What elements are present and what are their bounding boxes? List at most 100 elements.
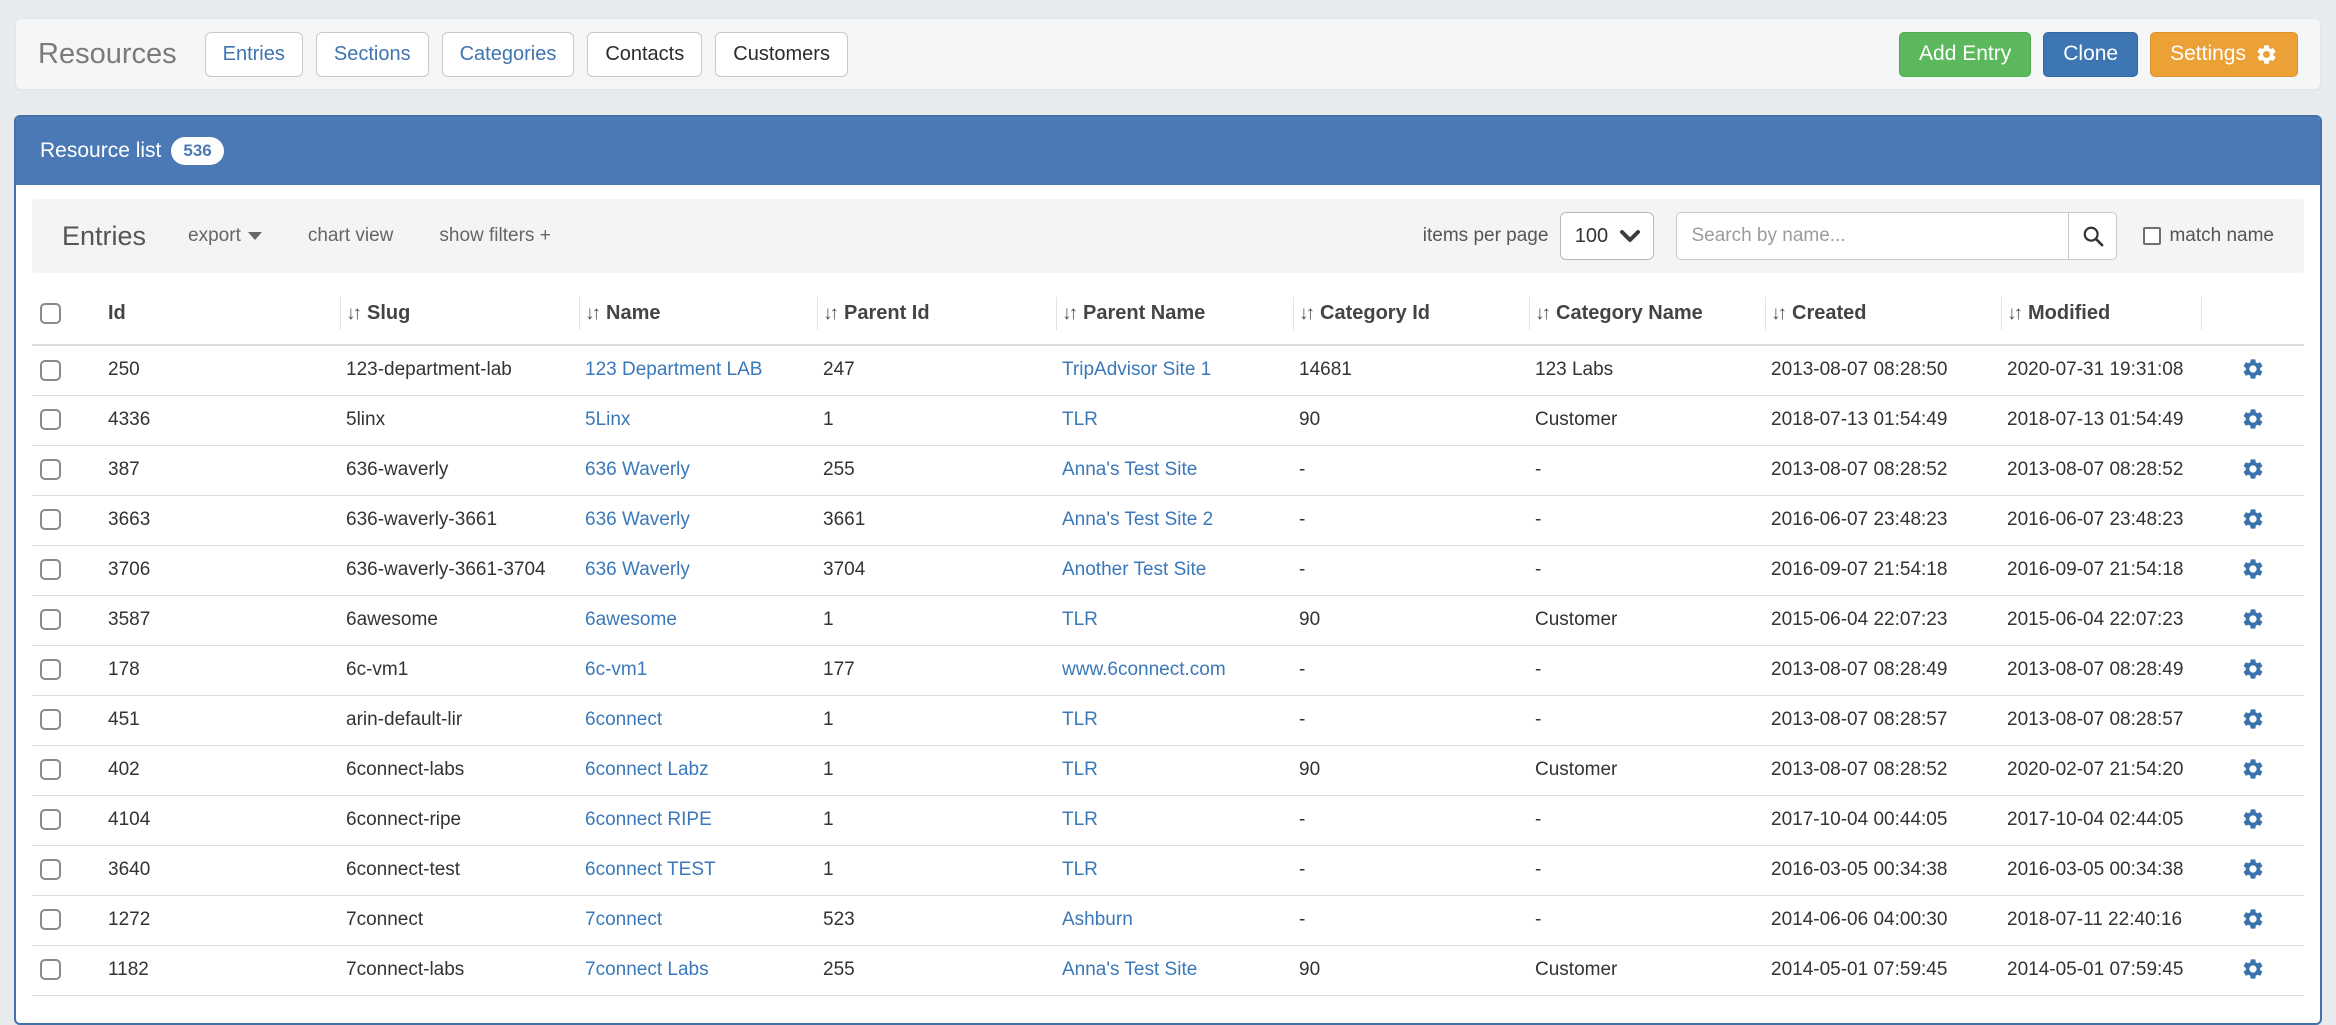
cell-category-id: 14681 <box>1293 345 1529 396</box>
cell-name: 6awesome <box>579 595 817 646</box>
row-checkbox[interactable] <box>40 559 61 581</box>
cell-parent-name-link[interactable]: TLR <box>1062 809 1098 830</box>
row-settings-button[interactable] <box>2237 703 2269 735</box>
cell-name-link[interactable]: 6c-vm1 <box>585 659 648 680</box>
items-per-page-select[interactable]: 100 <box>1560 212 1655 260</box>
cell-slug: 6connect-ripe <box>340 795 579 846</box>
table-row: 250 123-department-lab 123 Department LAB 2… <box>32 345 2304 396</box>
cell-parent-name-link[interactable]: TripAdvisor Site 1 <box>1062 359 1212 381</box>
add-entry-button[interactable]: Add Entry <box>1899 31 2032 77</box>
column-header-created[interactable]: ↓↑ Created <box>1765 283 2001 346</box>
row-settings-button[interactable] <box>2237 853 2269 885</box>
cell-slug: 6connect-labs <box>340 745 579 796</box>
clone-button[interactable]: Clone <box>2043 31 2139 77</box>
cell-parent-name-link[interactable]: Another Test Site <box>1062 559 1207 580</box>
column-header-name[interactable]: ↓↑ Name <box>579 283 817 346</box>
cell-name-link[interactable]: 636 Waverly <box>585 559 690 580</box>
cell-id: 387 <box>102 445 340 496</box>
cell-name-link[interactable]: 6connect Labz <box>585 759 709 780</box>
cell-category-id: 90 <box>1293 945 1529 996</box>
cell-parent-name-link[interactable]: TLR <box>1062 759 1098 780</box>
chart-view-button[interactable]: chart view <box>307 225 394 246</box>
row-checkbox[interactable] <box>40 859 61 881</box>
row-settings-button[interactable] <box>2237 353 2269 385</box>
row-settings-button[interactable] <box>2237 653 2269 685</box>
row-checkbox[interactable] <box>40 459 61 481</box>
tab-contacts[interactable]: Contacts <box>587 31 703 77</box>
row-settings-button[interactable] <box>2237 953 2269 985</box>
export-menu-button[interactable]: export <box>188 225 262 247</box>
cell-parent-name: TLR <box>1056 395 1293 446</box>
match-name-checkbox[interactable] <box>2143 227 2162 245</box>
cell-name: 6connect Labz <box>579 745 817 796</box>
row-checkbox[interactable] <box>40 509 61 531</box>
row-settings-button[interactable] <box>2237 503 2269 535</box>
cell-name-link[interactable]: 123 Department LAB <box>585 359 763 381</box>
row-checkbox[interactable] <box>40 659 61 681</box>
cell-modified: 2016-03-05 00:34:38 <box>2001 845 2201 896</box>
row-settings-button[interactable] <box>2237 803 2269 835</box>
settings-button[interactable]: Settings <box>2150 31 2298 77</box>
cell-parent-id: 255 <box>817 945 1056 996</box>
cell-modified: 2018-07-11 22:40:16 <box>2001 895 2201 946</box>
cell-name-link[interactable]: 6connect RIPE <box>585 809 712 830</box>
row-checkbox[interactable] <box>40 409 61 431</box>
cell-name-link[interactable]: 5Linx <box>585 409 631 430</box>
row-checkbox[interactable] <box>40 909 61 931</box>
search-icon <box>2083 226 2104 247</box>
tab-sections[interactable]: Sections <box>315 31 429 77</box>
column-header-category-id[interactable]: ↓↑ Category Id <box>1293 283 1529 346</box>
search-button[interactable] <box>2068 212 2118 260</box>
row-settings-button[interactable] <box>2237 603 2269 635</box>
search-input[interactable] <box>1676 212 2069 260</box>
cell-parent-id: 523 <box>817 895 1056 946</box>
row-settings-button[interactable] <box>2237 753 2269 785</box>
cell-name-link[interactable]: 7connect Labs <box>585 959 709 980</box>
cell-category-id: - <box>1293 445 1529 496</box>
cell-name-link[interactable]: 6awesome <box>585 609 677 630</box>
cell-parent-name: Ashburn <box>1056 895 1293 946</box>
column-header-slug[interactable]: ↓↑ Slug <box>340 283 579 346</box>
cell-parent-name-link[interactable]: Anna's Test Site <box>1062 959 1198 980</box>
cell-parent-name-link[interactable]: TLR <box>1062 609 1098 630</box>
row-checkbox[interactable] <box>40 809 61 831</box>
cell-created: 2014-05-01 07:59:45 <box>1765 945 2001 996</box>
sort-arrows-icon: ↓↑ <box>2007 303 2023 324</box>
cell-name-link[interactable]: 636 Waverly <box>585 509 690 530</box>
row-settings-button[interactable] <box>2237 403 2269 435</box>
cell-category-name: Customer <box>1529 945 1765 996</box>
show-filters-button[interactable]: show filters + <box>439 225 551 246</box>
cell-parent-name-link[interactable]: TLR <box>1062 859 1098 880</box>
row-checkbox[interactable] <box>40 959 61 981</box>
cell-parent-name-link[interactable]: Ashburn <box>1062 909 1133 930</box>
cell-name-link[interactable]: 7connect <box>585 909 663 930</box>
tab-customers[interactable]: Customers <box>715 31 848 77</box>
sort-arrows-icon: ↓↑ <box>585 303 601 324</box>
tab-entries[interactable]: Entries <box>204 31 303 77</box>
column-header-modified[interactable]: ↓↑ Modified <box>2001 283 2201 346</box>
select-all-checkbox[interactable] <box>40 303 61 325</box>
cell-name-link[interactable]: 6connect <box>585 709 663 730</box>
row-checkbox[interactable] <box>40 759 61 781</box>
tab-categories[interactable]: Categories <box>441 31 575 77</box>
row-settings-button[interactable] <box>2237 453 2269 485</box>
column-header-category-name[interactable]: ↓↑ Category Name <box>1529 283 1765 346</box>
row-settings-button[interactable] <box>2237 903 2269 935</box>
cell-parent-name-link[interactable]: www.6connect.com <box>1062 659 1226 680</box>
row-checkbox[interactable] <box>40 359 61 381</box>
row-checkbox[interactable] <box>40 709 61 731</box>
column-header-parent-name[interactable]: ↓↑ Parent Name <box>1056 283 1293 346</box>
cell-modified: 2013-08-07 08:28:49 <box>2001 645 2201 696</box>
cell-name-link[interactable]: 6connect TEST <box>585 859 716 880</box>
cell-parent-name-link[interactable]: Anna's Test Site <box>1062 459 1198 480</box>
row-checkbox[interactable] <box>40 609 61 631</box>
cell-parent-name-link[interactable]: TLR <box>1062 409 1098 430</box>
row-settings-button[interactable] <box>2237 553 2269 585</box>
cell-created: 2013-08-07 08:28:57 <box>1765 695 2001 746</box>
resource-list-panel: Resource list 536 Entries export chart v… <box>14 115 2322 1025</box>
cell-name: 7connect Labs <box>579 945 817 996</box>
cell-name-link[interactable]: 636 Waverly <box>585 459 690 480</box>
cell-parent-name-link[interactable]: Anna's Test Site 2 <box>1062 509 1214 530</box>
cell-parent-name-link[interactable]: TLR <box>1062 709 1098 730</box>
column-header-parent-id[interactable]: ↓↑ Parent Id <box>817 283 1056 346</box>
